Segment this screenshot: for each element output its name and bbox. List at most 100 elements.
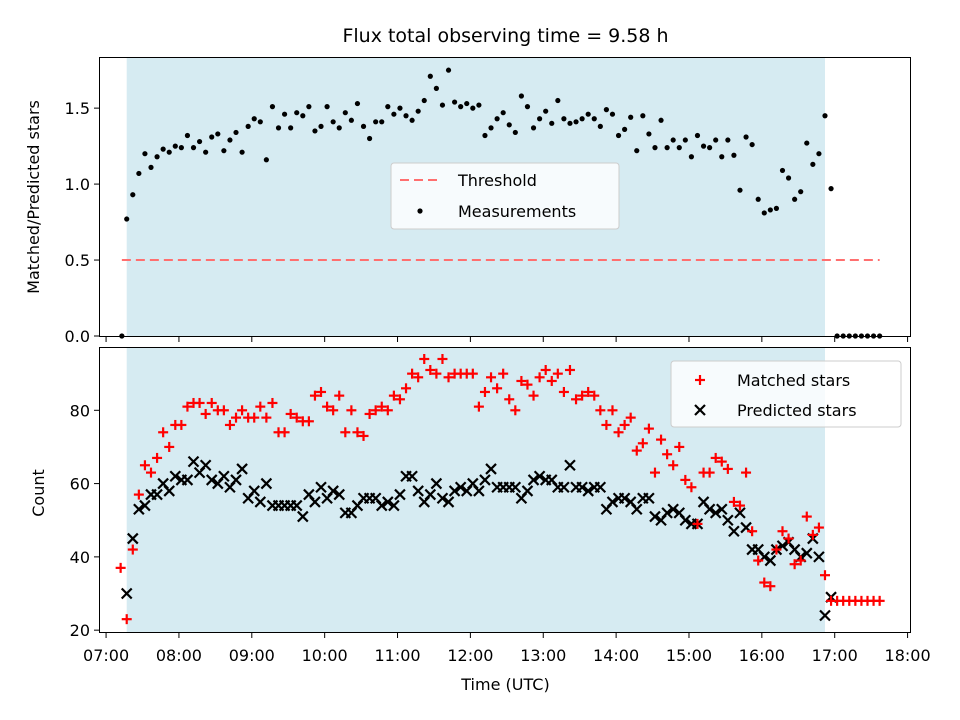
matched-star-point	[249, 412, 260, 423]
measurement-point	[628, 114, 634, 120]
predicted-star-point	[734, 507, 746, 519]
matched-star-point	[322, 401, 333, 412]
measurement-point	[573, 119, 579, 125]
measurement-point	[366, 135, 373, 142]
matched-star-point	[340, 427, 351, 438]
predicted-star-point	[327, 485, 339, 497]
matched-star-point	[467, 368, 478, 379]
matched-star-point	[819, 570, 830, 581]
measurement-point	[178, 145, 184, 151]
measurement-point	[749, 141, 755, 148]
measurement-point	[294, 110, 300, 116]
measurement-point	[524, 104, 531, 110]
measurement-point	[755, 196, 761, 202]
predicted-star-point	[643, 492, 655, 505]
measurement-point	[124, 216, 130, 222]
matched-star-point	[686, 482, 697, 493]
top-legend: Threshold Measurements	[390, 162, 620, 230]
matched-star-point	[182, 401, 193, 412]
predicted-star-point	[722, 514, 734, 527]
matched-star-point	[133, 489, 144, 500]
top-axes-frame	[99, 57, 911, 337]
matched-star-point	[224, 419, 235, 430]
predicted-star-point	[248, 485, 261, 497]
x-tick-label: 08:00	[156, 646, 202, 665]
predicted-star-point	[473, 485, 485, 497]
measurement-point	[579, 116, 585, 122]
measurement-point	[518, 93, 524, 99]
measurement-point	[506, 122, 512, 128]
measurement-point	[330, 119, 336, 125]
predicted-star-point	[448, 485, 461, 497]
matched-star-point	[115, 562, 126, 573]
matched-star-point	[152, 452, 163, 463]
measurement-point	[421, 97, 427, 104]
measurement-point	[403, 113, 409, 119]
measurement-point	[312, 128, 318, 134]
y-tick-label: 60	[70, 475, 90, 494]
predicted-star-point	[576, 481, 588, 494]
measurement-point	[688, 154, 695, 160]
matched-star-point	[486, 372, 497, 383]
matched-star-point	[728, 496, 739, 507]
bottom-y-ticks: 20 40 60 80	[70, 401, 100, 640]
measurement-point	[816, 151, 822, 157]
measurement-point	[549, 120, 555, 126]
measurement-point	[233, 129, 239, 136]
matched-star-point	[583, 386, 594, 397]
measurement-point	[731, 152, 737, 158]
measurement-point	[609, 111, 616, 117]
predicted-star-point	[485, 463, 497, 475]
measurement-point	[239, 149, 245, 155]
matched-star-point	[795, 555, 806, 566]
measurement-point	[725, 137, 731, 143]
predicted-star-point	[382, 496, 394, 508]
matched-star-point	[443, 372, 454, 383]
measurement-point	[360, 123, 367, 129]
predicted-legend-marker	[694, 404, 706, 416]
predicted-star-point	[163, 485, 175, 497]
matched-star-point	[139, 460, 150, 471]
predicted-star-point	[127, 532, 139, 545]
predicted-star-point	[394, 488, 406, 501]
predicted-star-point	[527, 474, 540, 486]
measurement-point	[530, 125, 537, 131]
bottom-x-ticks: 07:00 08:00 09:00 10:00 11:00 12:00 13:00 14:00…	[83, 632, 931, 665]
y-tick-label: 20	[70, 621, 90, 640]
measurement-point	[336, 125, 342, 131]
matched-star-point	[637, 438, 648, 449]
predicted-star-point	[715, 503, 728, 516]
measurements-legend-label: Measurements	[458, 202, 576, 221]
measurement-point	[640, 113, 646, 119]
predicted-star-point	[630, 503, 643, 516]
matched-star-point	[656, 434, 667, 445]
measurement-point	[743, 134, 749, 140]
measurement-point	[148, 164, 154, 170]
measurement-point	[172, 143, 178, 149]
predicted-star-point	[199, 459, 212, 472]
x-tick-label: 10:00	[302, 646, 348, 665]
predicted-star-point	[533, 470, 546, 483]
predicted-star-point	[424, 488, 437, 501]
measurement-point	[348, 117, 354, 123]
matched-star-point	[558, 386, 569, 397]
matched-star-point	[552, 368, 563, 379]
predicted-star-point	[813, 551, 825, 563]
measurement-point	[385, 104, 391, 110]
measurement-point	[373, 119, 379, 125]
x-tick-label: 09:00	[229, 646, 275, 665]
bottom-legend: Matched stars Predicted stars	[670, 360, 902, 428]
measurement-point	[779, 167, 786, 174]
measurement-point	[719, 154, 725, 160]
measurement-point	[184, 132, 191, 139]
matched-star-point	[121, 614, 132, 625]
measurement-point	[828, 186, 834, 192]
matched-star-point	[753, 555, 764, 566]
measurement-point	[354, 100, 361, 107]
measurement-point	[209, 134, 215, 140]
measurement-point	[543, 108, 549, 114]
matched-star-point	[388, 390, 399, 401]
matched-star-point	[352, 427, 363, 438]
y-tick-label: 80	[70, 401, 90, 420]
measurement-point	[585, 111, 591, 117]
